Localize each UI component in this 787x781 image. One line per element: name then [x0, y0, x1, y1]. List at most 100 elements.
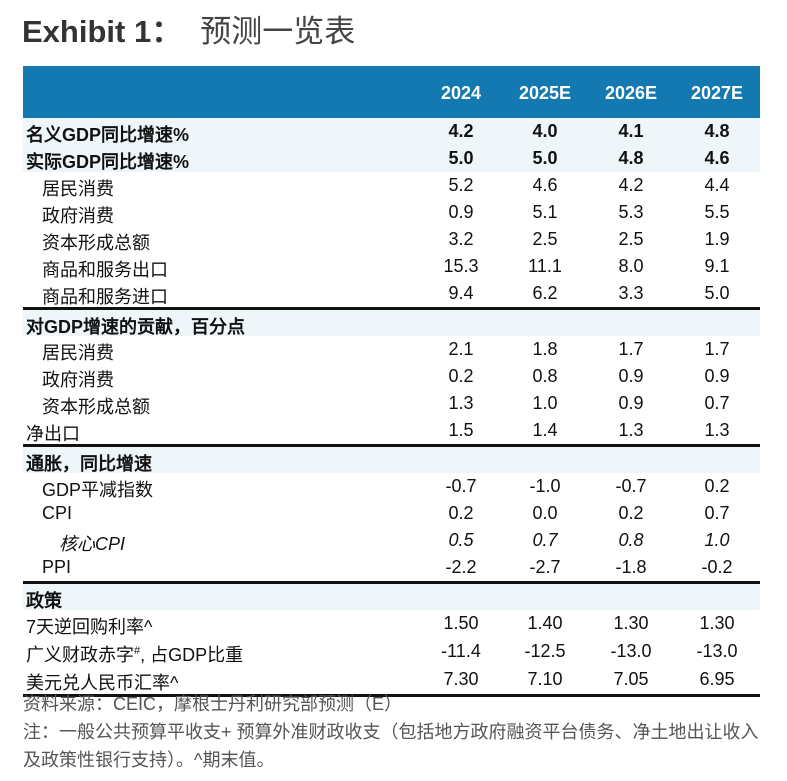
superscript: # — [134, 645, 141, 657]
cell-value: 1.9 — [704, 229, 730, 249]
cell-value: 2.5 — [618, 229, 644, 249]
row-label: CPI — [42, 503, 72, 524]
table-row: 资本形成总额 3.2 2.5 2.5 1.9 — [23, 226, 760, 253]
row-label: 对GDP增速的贡献，百分点 — [26, 313, 245, 339]
table-row: 通胀，同比增速 — [23, 444, 760, 476]
cell-value: 3.2 — [448, 229, 474, 249]
cell-value: 5.1 — [532, 202, 558, 222]
cell-value: 7.10 — [527, 669, 563, 689]
table-row: 政策 — [23, 581, 760, 613]
table-row: 核心CPI 0.5 0.7 0.8 1.0 — [23, 527, 760, 554]
cell-value: 5.3 — [618, 202, 644, 222]
cell-value: -0.2 — [701, 557, 733, 577]
cell-value: 0.8 — [532, 366, 558, 386]
row-label-text: 资本形成总额 — [42, 397, 150, 417]
cell-value: 4.6 — [532, 175, 558, 195]
row-label-text: 政府消费 — [42, 206, 114, 226]
table-row: 政府消费 0.2 0.8 0.9 0.9 — [23, 363, 760, 390]
row-label: 居民消费 — [42, 175, 114, 201]
cell-value: -1.8 — [615, 557, 647, 577]
cell-value: 1.40 — [527, 613, 563, 633]
row-label: 美元兑人民币汇率^ — [26, 669, 178, 695]
cell-value: 1.5 — [448, 420, 474, 440]
row-label: 商品和服务出口 — [42, 256, 168, 282]
row-label: PPI — [42, 557, 71, 578]
row-label: 商品和服务进口 — [42, 283, 168, 309]
cell-value: 2.1 — [448, 339, 474, 359]
row-label-text: 核心CPI — [59, 534, 126, 554]
table-row: 广义财政赤字#, 占GDP比重 -11.4 -12.5 -13.0 -13.0 — [23, 638, 760, 666]
row-label-text: 美元兑人民币汇率^ — [26, 673, 179, 693]
row-label-text: GDP平减指数 — [42, 480, 154, 500]
cell-value: 0.8 — [618, 530, 644, 550]
table-row: PPI -2.2 -2.7 -1.8 -0.2 — [23, 554, 760, 581]
cell-value: 5.0 — [448, 148, 474, 168]
row-label: 名义GDP同比增速% — [26, 121, 189, 147]
cell-value: 15.3 — [443, 256, 479, 276]
cell-value: 4.4 — [704, 175, 730, 195]
exhibit-number: Exhibit 1： — [22, 14, 183, 49]
cell-value: -12.5 — [524, 641, 566, 661]
cell-value: 5.0 — [704, 283, 730, 303]
table-row: 对GDP增速的贡献，百分点 — [23, 307, 760, 339]
cell-value: 0.7 — [704, 503, 730, 523]
cell-value: 7.30 — [443, 669, 479, 689]
cell-value: 0.2 — [618, 503, 644, 523]
cell-value: 6.2 — [532, 283, 558, 303]
table-row: 政府消费 0.9 5.1 5.3 5.5 — [23, 199, 760, 226]
cell-value: 0.7 — [532, 530, 558, 550]
cell-value: 4.2 — [448, 121, 474, 141]
cell-value: 4.0 — [532, 121, 558, 141]
row-label: 实际GDP同比增速% — [26, 148, 189, 174]
exhibit-name: 预测一览表 — [200, 14, 356, 49]
cell-value: 1.30 — [613, 613, 649, 633]
cell-value: 0.7 — [704, 393, 730, 413]
cell-value: 0.9 — [448, 202, 474, 222]
row-label: 资本形成总额 — [42, 393, 150, 419]
cell-value: 5.2 — [448, 175, 474, 195]
cell-value: 6.95 — [699, 669, 735, 689]
row-label: 通胀，同比增速 — [26, 450, 152, 476]
cell-value: 8.0 — [618, 256, 644, 276]
cell-value: -1.0 — [529, 476, 561, 496]
table-row: 资本形成总额 1.3 1.0 0.9 0.7 — [23, 390, 760, 417]
cell-value: 9.4 — [448, 283, 474, 303]
cell-value: -2.7 — [529, 557, 561, 577]
cell-value: -11.4 — [441, 641, 481, 661]
cell-value: 1.3 — [618, 420, 644, 440]
row-label-text: 名义GDP同比增速% — [26, 125, 190, 145]
row-label: 净出口 — [26, 420, 80, 446]
cell-value: 9.1 — [704, 256, 730, 276]
cell-value: 4.1 — [618, 121, 644, 141]
row-label: 7天逆回购利率^ — [26, 613, 152, 639]
row-label-text: 商品和服务进口 — [42, 287, 168, 307]
row-label: 广义财政赤字#, 占GDP比重 — [26, 641, 243, 667]
cell-value: 0.2 — [448, 366, 474, 386]
cell-value: 11.1 — [528, 256, 562, 276]
table-row: CPI 0.2 0.0 0.2 0.7 — [23, 500, 760, 527]
row-label-text: 居民消费 — [42, 179, 114, 199]
exhibit-title: Exhibit 1： 预测一览表 — [22, 6, 355, 51]
table-row: 7天逆回购利率^ 1.50 1.40 1.30 1.30 — [23, 610, 760, 638]
cell-value: 4.8 — [618, 148, 644, 168]
table-row: GDP平减指数 -0.7 -1.0 -0.7 0.2 — [23, 473, 760, 500]
row-label-text: 资本形成总额 — [42, 233, 150, 253]
row-label-text: 通胀，同比增速 — [26, 454, 152, 474]
row-label-text: 居民消费 — [42, 343, 114, 363]
cell-value: 1.0 — [532, 393, 558, 413]
table-header: 2024 2025E 2026E 2027E — [23, 66, 760, 118]
table-row: 商品和服务出口 15.3 11.1 8.0 9.1 — [23, 253, 760, 280]
cell-value: 4.6 — [704, 148, 730, 168]
cell-value: -0.7 — [615, 476, 647, 496]
row-label: 政策 — [26, 587, 62, 613]
cell-value: 5.0 — [532, 148, 558, 168]
row-label-text: 对GDP增速的贡献，百分点 — [26, 317, 246, 337]
row-label: GDP平减指数 — [42, 476, 153, 502]
cell-value: 1.3 — [704, 420, 730, 440]
row-label-text: 净出口 — [26, 424, 80, 444]
cell-value: 2.5 — [532, 229, 558, 249]
cell-value: 1.7 — [704, 339, 730, 359]
cell-value: 7.05 — [613, 669, 649, 689]
table-row: 实际GDP同比增速% 5.0 5.0 4.8 4.6 — [23, 145, 760, 172]
row-label: 居民消费 — [42, 339, 114, 365]
